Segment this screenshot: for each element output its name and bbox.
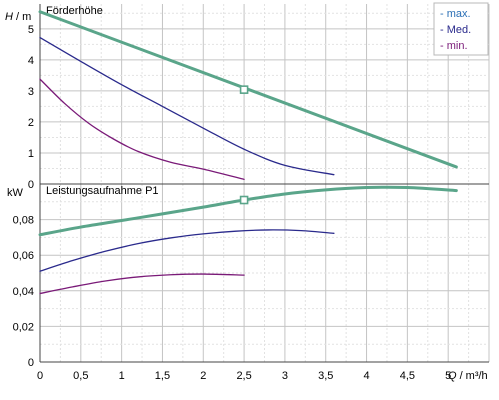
bottom-series-lines [38, 185, 458, 295]
legend-med: - Med. [440, 24, 471, 36]
bottom-operating-point-marker [239, 195, 249, 205]
top-grid [39, 4, 490, 185]
top-y-tick-label: 0 [28, 179, 34, 191]
x-tick-label: 3 [282, 370, 288, 382]
bottom-y-tick-label: 0,04 [13, 286, 34, 298]
x-symbol: Q [448, 370, 457, 382]
top-y-tick-label: 3 [28, 86, 34, 98]
legend: - max. - Med. - min. [433, 2, 489, 56]
top-y-tick-label: 1 [28, 148, 34, 160]
bottom-grid [39, 183, 490, 363]
bottom-y-tick-label: 0 [28, 357, 34, 369]
x-axis-label: Q / m³/h [448, 370, 488, 382]
bottom-y-axis-label: kW [7, 187, 24, 199]
top-y-symbol: H [5, 11, 13, 23]
x-tick-label: 2,5 [236, 370, 251, 382]
top-panel-title: Förderhöhe [46, 5, 103, 17]
x-tick-label: 3,5 [318, 370, 333, 382]
x-tick-label: 1 [119, 370, 125, 382]
x-tick-label: 5 [445, 370, 451, 382]
bottom-y-tick-label: 0,02 [13, 321, 34, 333]
bottom-panel-title: Leistungsaufnahme P1 [46, 185, 159, 197]
top-y-tick-label: 4 [28, 55, 34, 67]
top-y-unit: / m [16, 11, 31, 23]
x-unit: / m³/h [460, 370, 488, 382]
x-tick-labels: 0 0,5 1 1,5 2 2,5 3 3,5 4 4,5 5 [37, 370, 451, 382]
x-tick-label: 0 [37, 370, 43, 382]
top-y-tick-label: 2 [28, 117, 34, 129]
axes [39, 4, 489, 363]
bottom-series-med [39, 229, 335, 272]
x-tick-label: 0,5 [73, 370, 88, 382]
legend-max: - max. [440, 8, 471, 20]
x-tick-label: 2 [200, 370, 206, 382]
bottom-y-tick-labels: 0 0,02 0,04 0,06 0,08 [13, 215, 34, 369]
legend-box [433, 2, 489, 56]
top-y-axis-label: H / m [5, 11, 31, 23]
bottom-series-min [39, 273, 245, 295]
bottom-y-tick-label: 0,08 [13, 215, 34, 227]
bottom-y-tick-label: 0,06 [13, 250, 34, 262]
x-tick-label: 4,5 [400, 370, 415, 382]
x-tick-label: 4 [363, 370, 369, 382]
top-series-med [39, 36, 335, 176]
top-series-lines [38, 10, 458, 180]
top-series-min [39, 78, 245, 180]
legend-min: - min. [440, 40, 468, 52]
top-y-tick-label: 5 [28, 24, 34, 36]
top-y-tick-labels: 0 1 2 3 4 5 [28, 24, 34, 191]
x-tick-label: 1,5 [155, 370, 170, 382]
top-operating-point-marker [239, 85, 249, 94]
